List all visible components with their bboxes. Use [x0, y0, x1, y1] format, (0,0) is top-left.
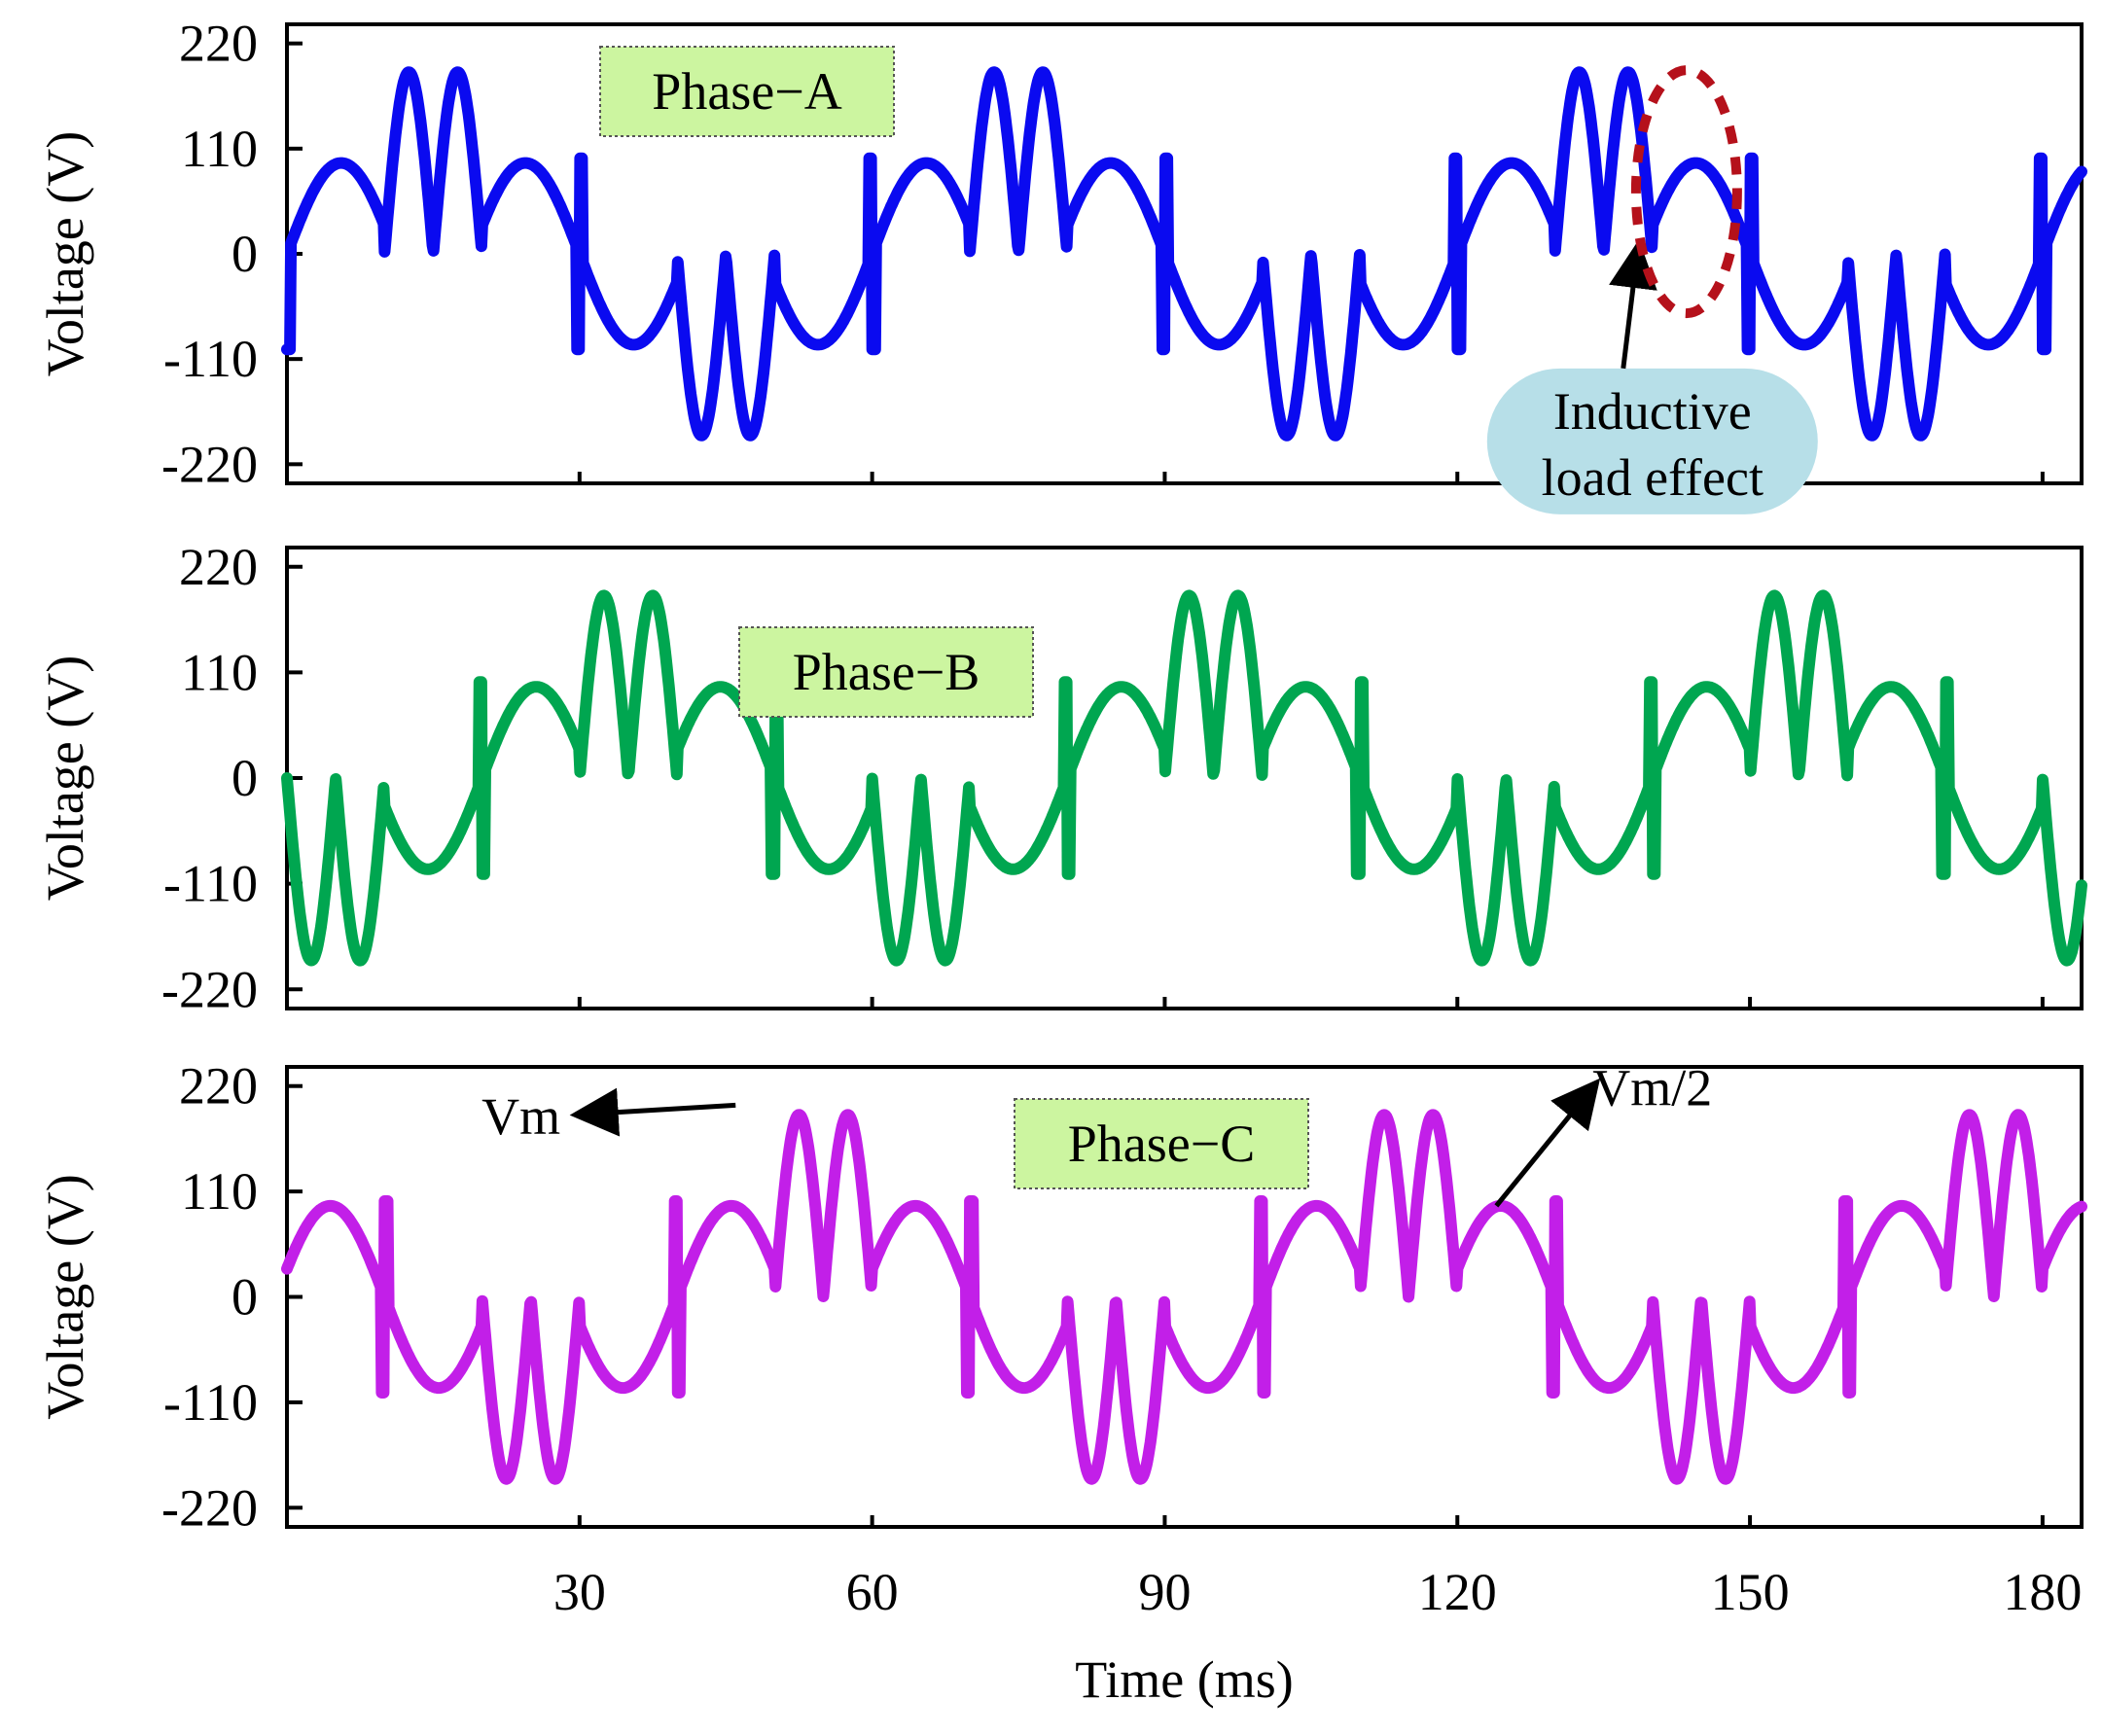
- y-tick-label: -110: [163, 855, 258, 913]
- series-line-phase-1: [281, 66, 2087, 442]
- y-tick-label: 0: [232, 225, 258, 283]
- y-axis-title: Voltage (V): [36, 131, 94, 376]
- annotation-text: Inductive: [1553, 382, 1752, 441]
- panels: 220 110 0 -110 -220 Voltage (V) Phase−A Inducti…: [36, 15, 2087, 1621]
- phase-label: Phase−C: [1068, 1115, 1255, 1173]
- y-tick-label: -110: [163, 330, 258, 388]
- y-tick-label: 220: [179, 538, 258, 596]
- phase-label: Phase−A: [652, 62, 841, 121]
- phase-label-box: [599, 46, 895, 137]
- annotation-text: Vm: [481, 1087, 560, 1146]
- y-tick-label: 220: [179, 1057, 258, 1116]
- y-tick-label: -220: [161, 960, 258, 1018]
- x-tick-label: 120: [1418, 1563, 1497, 1621]
- y-tick-label: 220: [179, 15, 258, 73]
- y-tick-label: -220: [161, 1478, 258, 1537]
- annotation-arrow: [569, 1087, 736, 1137]
- annotation-text: Vm/2: [1592, 1058, 1712, 1116]
- annotation-arrow: [1609, 239, 1657, 370]
- x-tick-label: 150: [1711, 1563, 1790, 1621]
- y-tick-label: -220: [161, 435, 258, 493]
- x-tick-label: 180: [2003, 1563, 2082, 1621]
- panel-1: 220 110 0 -110 -220 Voltage (V) Phase−A Inducti…: [36, 15, 2087, 514]
- x-tick-label: 60: [846, 1563, 899, 1621]
- y-tick-label: -110: [163, 1373, 258, 1432]
- x-axis-title: Time (ms): [1075, 1650, 1294, 1709]
- phase-label: Phase−B: [793, 643, 980, 701]
- phase-label-box: [1014, 1098, 1309, 1189]
- annotation-bubble: [1486, 368, 1818, 514]
- x-tick-label: 30: [553, 1563, 606, 1621]
- y-axis-title: Voltage (V): [36, 1174, 94, 1419]
- panel-2: 220 110 0 -110 -220 Voltage (V) Phase−B: [36, 538, 2087, 1018]
- panel-3: 220 110 0 -110 -220 Voltage (V) Phase−C Vm Vm/2 3…: [36, 1057, 2087, 1621]
- y-tick-label: 0: [232, 749, 258, 807]
- y-tick-label: 110: [181, 643, 258, 701]
- series-line-phase-3: [281, 1109, 2087, 1485]
- series-line-phase-2: [281, 589, 2087, 967]
- y-tick-label: 110: [181, 1162, 258, 1221]
- x-tick-label: 90: [1138, 1563, 1191, 1621]
- annotation-arrow: [1494, 1078, 1601, 1208]
- y-axis-title: Voltage (V): [36, 655, 94, 901]
- annotation-text: load effect: [1542, 448, 1764, 507]
- y-tick-label: 0: [232, 1268, 258, 1327]
- phase-label-box: [738, 626, 1034, 718]
- highlight-ellipse: [1630, 65, 1742, 319]
- y-tick-label: 110: [181, 120, 258, 178]
